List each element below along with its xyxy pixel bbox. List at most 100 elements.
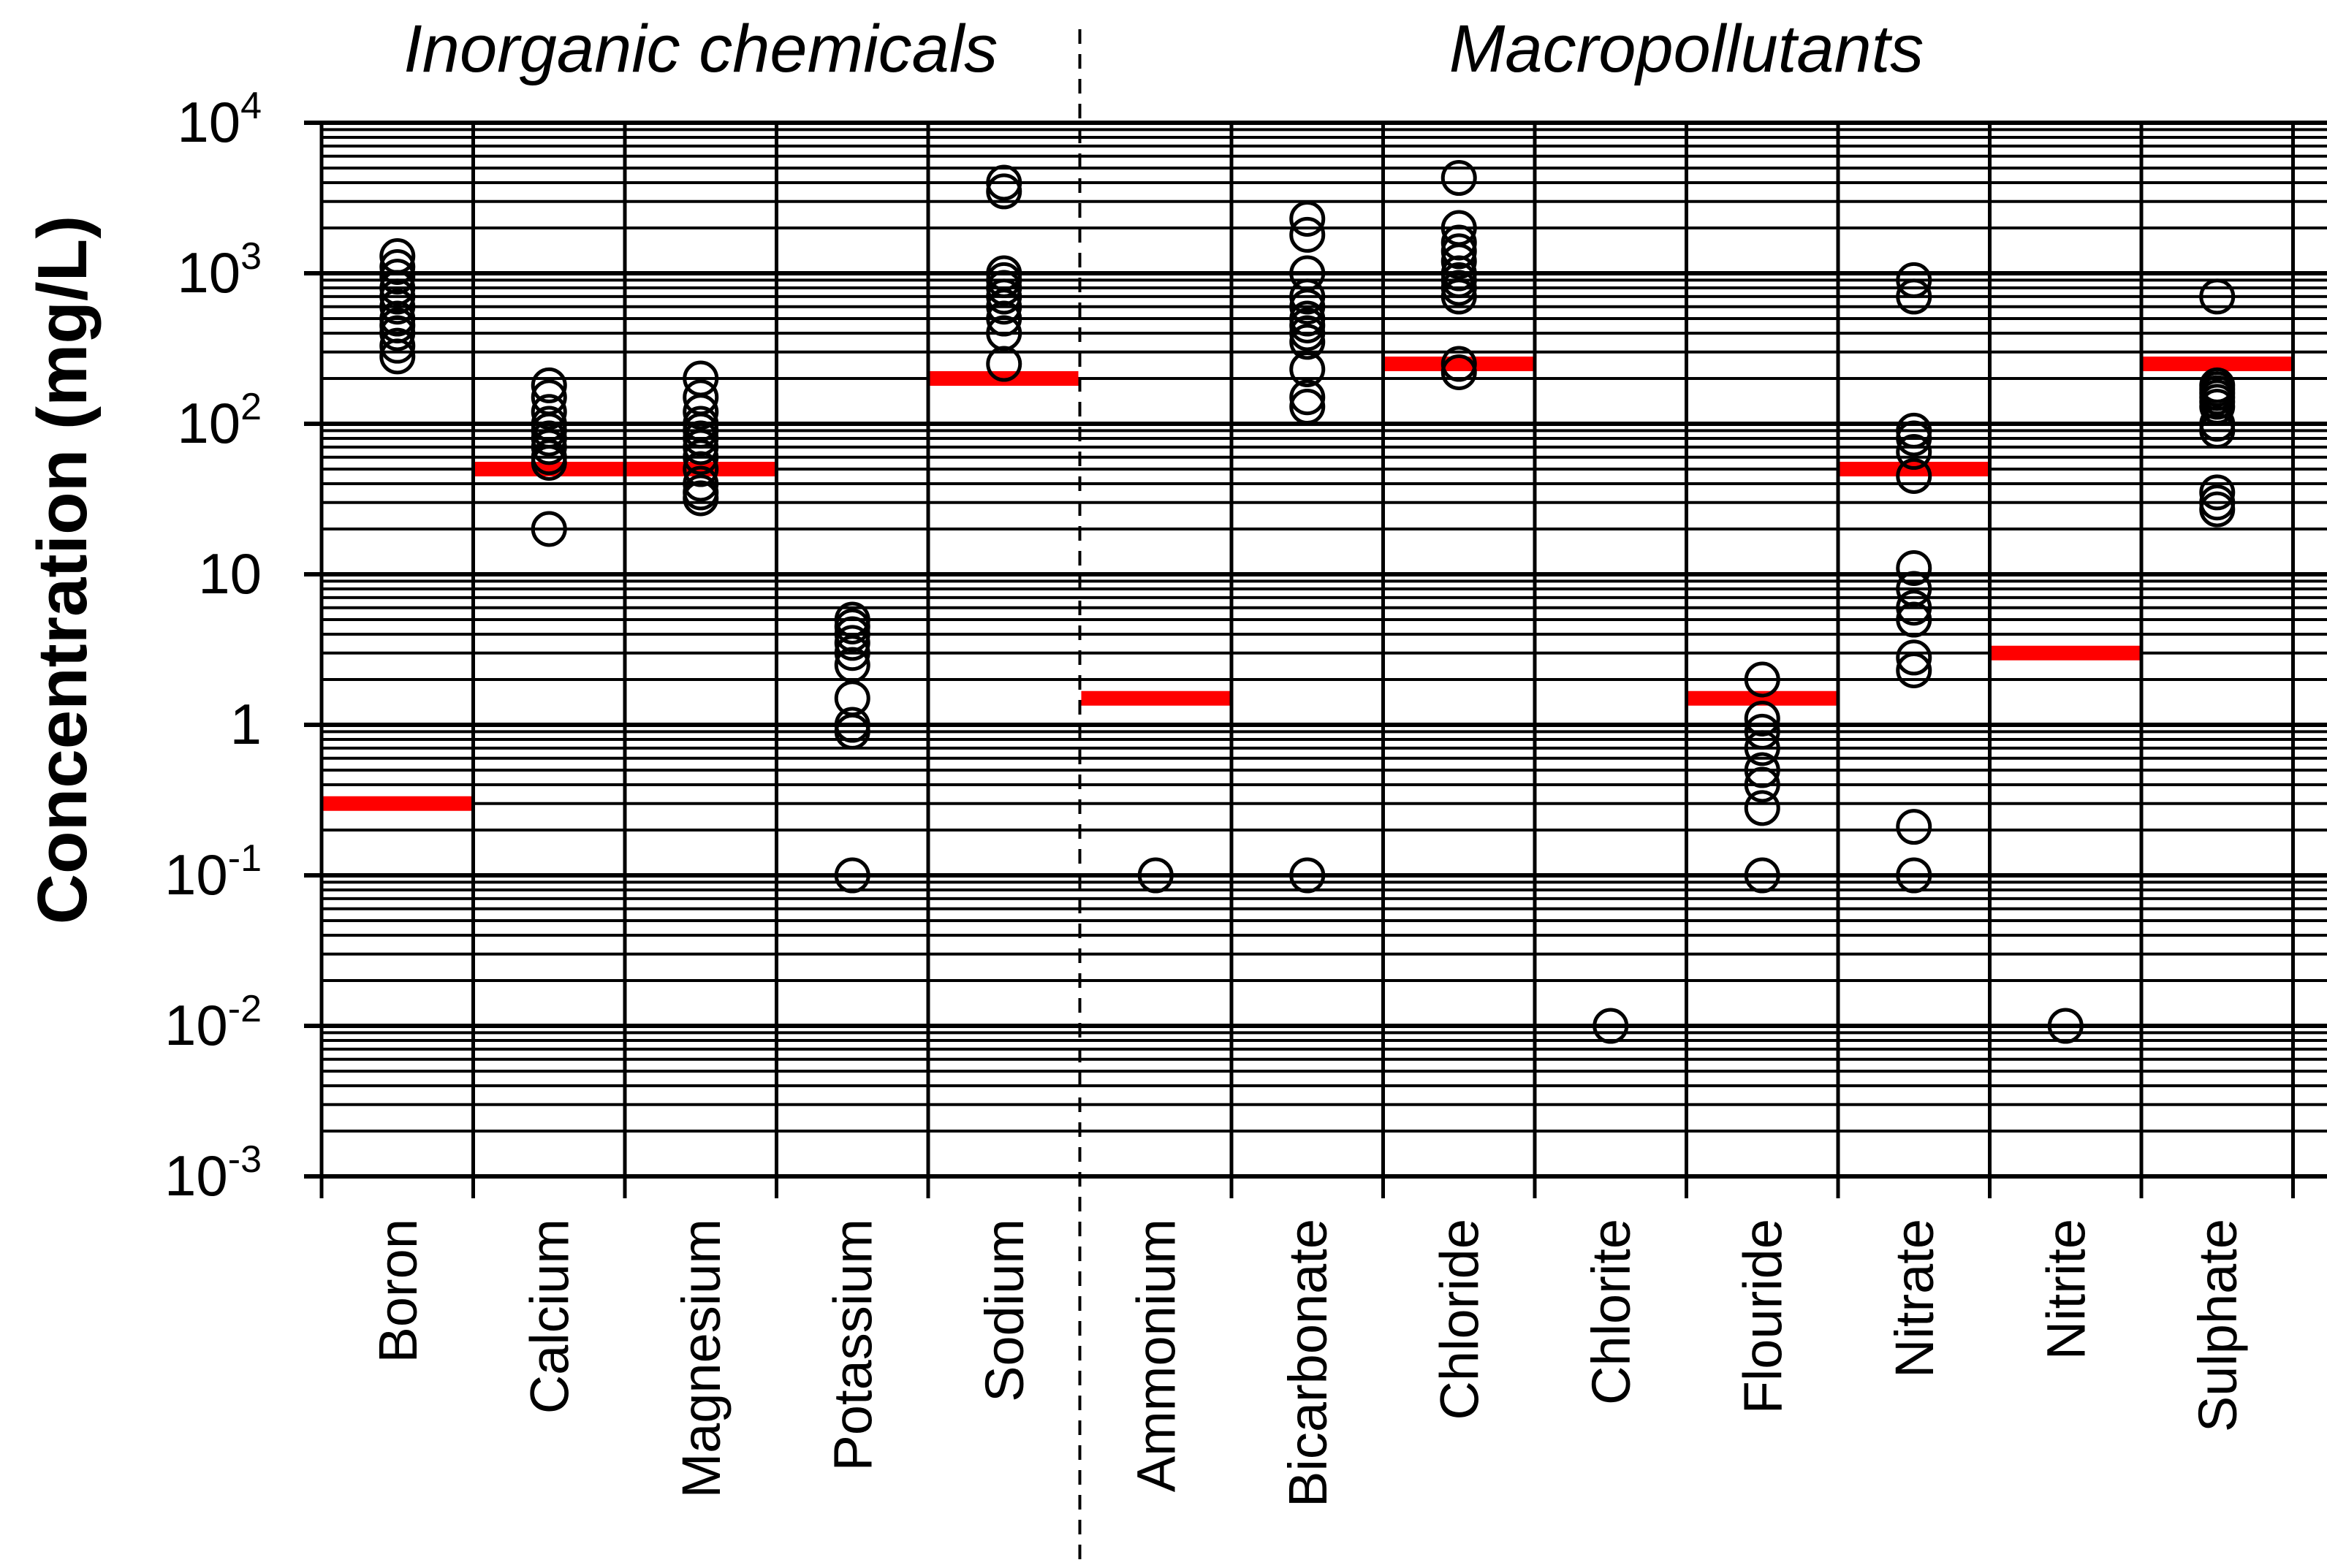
data-point — [986, 346, 1022, 382]
data-point — [2199, 491, 2236, 528]
data-point — [1440, 346, 1477, 382]
data-point — [1896, 809, 1932, 845]
data-point — [2199, 412, 2236, 449]
category-label: Magnesium — [671, 1219, 732, 1499]
y-axis-title: Concentration (mg/L) — [23, 216, 102, 925]
data-point — [683, 429, 719, 465]
data-point — [1896, 434, 1932, 471]
data-point — [2199, 474, 2236, 511]
grid-lines — [322, 121, 2327, 1179]
y-tick-label: 102 — [177, 386, 262, 455]
data-point — [1289, 389, 1326, 425]
data-point — [531, 444, 567, 481]
y-tick-label: 104 — [177, 85, 262, 154]
data-point — [1896, 549, 1932, 586]
data-point — [683, 451, 719, 487]
data-point — [1744, 713, 1780, 750]
data-point — [1896, 601, 1932, 638]
category-label: Flouride — [1732, 1219, 1793, 1414]
data-point — [1289, 289, 1326, 325]
y-tick-label: 10 — [198, 541, 262, 606]
data-point — [1896, 590, 1932, 626]
data-point — [379, 259, 416, 295]
category-label: Potassium — [822, 1219, 883, 1471]
data-point — [834, 857, 870, 894]
data-point — [1440, 354, 1477, 390]
category-label: Nitrate — [1884, 1219, 1945, 1378]
group-title: Macropollutants — [1449, 12, 1924, 86]
y-tick-label: 1 — [230, 692, 262, 756]
category-label: Boron — [368, 1219, 428, 1363]
data-point — [834, 625, 870, 661]
data-point — [683, 439, 719, 476]
data-point — [1896, 652, 1932, 688]
data-point — [1744, 700, 1780, 737]
data-point — [1744, 790, 1780, 826]
data-point — [1289, 351, 1326, 387]
data-point — [531, 420, 567, 457]
data-point — [1896, 639, 1932, 676]
category-label: Ammonium — [1125, 1219, 1186, 1492]
data-point — [986, 173, 1022, 210]
data-point — [834, 635, 870, 671]
y-tick-label: 103 — [177, 235, 262, 305]
data-point — [834, 713, 870, 750]
data-point — [986, 300, 1022, 337]
category-label: Sulphate — [2187, 1219, 2248, 1432]
data-point — [1896, 278, 1932, 315]
y-tick-label: 10-3 — [164, 1138, 262, 1208]
group-title: Inorganic chemicals — [403, 12, 998, 86]
data-point — [1289, 857, 1326, 894]
data-point — [1440, 278, 1477, 315]
category-label: Bicarbonate — [1278, 1219, 1338, 1507]
data-point — [1744, 661, 1780, 698]
data-point — [986, 278, 1022, 315]
category-label: Chlorite — [1581, 1219, 1641, 1405]
data-point — [1440, 160, 1477, 197]
data-point — [1440, 270, 1477, 306]
data-point — [683, 480, 719, 517]
data-point — [683, 394, 719, 430]
data-point — [531, 511, 567, 547]
data-point — [1744, 752, 1780, 788]
data-point — [379, 338, 416, 375]
data-point — [2199, 389, 2236, 425]
category-label: Nitrite — [2035, 1219, 2096, 1360]
guideline-bars — [323, 357, 2292, 811]
data-point — [2199, 278, 2236, 315]
data-point — [1289, 216, 1326, 253]
data-point — [1744, 766, 1780, 803]
data-point — [1896, 457, 1932, 494]
data-points — [379, 160, 2236, 1044]
data-point — [2047, 1008, 2084, 1044]
data-point — [379, 289, 416, 325]
data-point — [1289, 315, 1326, 351]
data-point — [986, 289, 1022, 325]
axes — [304, 29, 2295, 1564]
data-point — [1440, 243, 1477, 280]
data-point — [1744, 857, 1780, 894]
data-point — [1896, 262, 1932, 298]
data-point — [379, 278, 416, 315]
data-point — [986, 164, 1022, 201]
data-point — [1896, 857, 1932, 894]
data-point — [683, 465, 719, 502]
y-tick-label: 10-1 — [164, 837, 262, 907]
data-point — [1440, 233, 1477, 270]
data-point — [531, 367, 567, 403]
data-point — [531, 394, 567, 430]
category-label: Chloride — [1429, 1219, 1489, 1420]
data-point — [531, 429, 567, 465]
data-point — [1289, 278, 1326, 315]
data-point — [1137, 857, 1174, 894]
data-point — [1289, 379, 1326, 416]
data-point — [1289, 200, 1326, 237]
data-point — [1744, 730, 1780, 766]
data-point — [379, 327, 416, 364]
category-label: Sodium — [974, 1219, 1035, 1402]
data-point — [1593, 1008, 1629, 1044]
data-point — [379, 315, 416, 351]
data-point — [1896, 420, 1932, 457]
